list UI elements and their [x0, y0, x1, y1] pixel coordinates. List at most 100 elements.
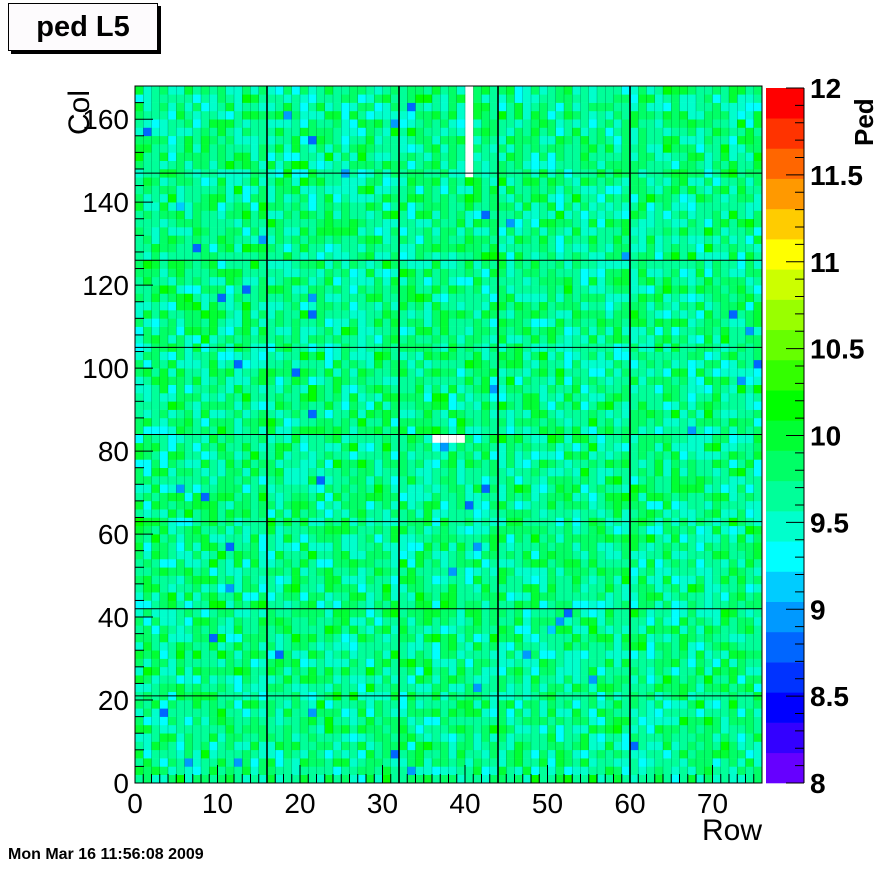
heatmap-cell — [209, 592, 218, 601]
heatmap-cell — [597, 475, 606, 485]
heatmap-cell — [275, 600, 284, 610]
heatmap-cell — [440, 409, 449, 419]
heatmap-cell — [432, 625, 441, 634]
heatmap-cell — [316, 558, 326, 568]
heatmap-cell — [522, 310, 532, 319]
heatmap-cell — [613, 592, 623, 601]
heatmap-cell — [390, 193, 400, 203]
heatmap-cell — [275, 384, 284, 394]
heatmap-cell — [275, 500, 284, 510]
heatmap-cell — [143, 700, 152, 709]
heatmap-cell — [498, 774, 507, 784]
heatmap-cell — [250, 276, 260, 286]
heatmap-cell — [275, 451, 284, 460]
heatmap-cell — [407, 525, 416, 535]
heatmap-cell — [613, 741, 623, 751]
heatmap-cell — [489, 484, 499, 493]
heatmap-cell — [168, 700, 177, 709]
heatmap-cell — [291, 442, 301, 452]
heatmap-cell — [192, 260, 202, 269]
heatmap-cell — [621, 558, 631, 568]
heatmap-cell — [341, 641, 350, 651]
heatmap-cell — [473, 417, 482, 427]
heatmap-cell — [357, 160, 367, 170]
heatmap-cell — [176, 243, 185, 253]
heatmap-cell — [308, 492, 317, 502]
heatmap-cell — [192, 368, 202, 377]
heatmap-cell — [168, 666, 177, 676]
heatmap-cell — [159, 650, 169, 659]
heatmap-cell — [498, 716, 507, 726]
heatmap-cell — [498, 451, 507, 460]
heatmap-cell — [159, 666, 169, 676]
heatmap-cell — [588, 235, 598, 244]
heatmap-cell — [357, 417, 367, 427]
heatmap-cell — [605, 144, 614, 153]
heatmap-cell — [242, 567, 251, 576]
heatmap-cell — [217, 534, 227, 543]
heatmap-cell — [481, 774, 491, 784]
heatmap-cell — [225, 509, 235, 518]
heatmap-cell — [217, 542, 227, 551]
heatmap-cell — [324, 177, 334, 186]
heatmap-cell — [374, 243, 383, 253]
heatmap-cell — [209, 193, 218, 203]
heatmap-cell — [275, 700, 284, 709]
heatmap-cell — [514, 426, 524, 435]
heatmap-cell — [242, 509, 251, 518]
heatmap-cell — [555, 185, 565, 195]
heatmap-cell — [258, 227, 268, 236]
heatmap-cell — [382, 550, 392, 560]
heatmap-cell — [275, 110, 284, 120]
heatmap-cell — [159, 658, 169, 668]
heatmap-cell — [192, 758, 202, 767]
heatmap-cell — [498, 417, 507, 427]
heatmap-cell — [390, 110, 400, 120]
heatmap-cell — [522, 376, 532, 386]
heatmap-cell — [316, 177, 326, 186]
heatmap-cell — [300, 434, 309, 444]
heatmap-cell — [176, 326, 185, 336]
heatmap-cell — [547, 500, 557, 510]
heatmap-cell — [316, 700, 326, 709]
heatmap-cell — [547, 774, 557, 784]
heatmap-cell — [143, 368, 152, 377]
heatmap-cell — [498, 700, 507, 709]
heatmap-cell — [366, 210, 375, 220]
heatmap-cell — [564, 600, 573, 610]
heatmap-cell — [291, 459, 301, 468]
heatmap-cell — [456, 86, 466, 95]
heatmap-cell — [605, 700, 614, 709]
heatmap-cell — [399, 608, 408, 618]
heatmap-cell — [151, 310, 161, 319]
heatmap-cell — [572, 368, 581, 377]
heatmap-cell — [621, 583, 631, 593]
heatmap-cell — [621, 733, 631, 742]
heatmap-cell — [597, 534, 606, 543]
heatmap-cell — [588, 268, 598, 278]
heatmap-cell — [135, 102, 144, 112]
heatmap-cell — [349, 492, 359, 502]
heatmap-cell — [514, 558, 524, 568]
heatmap-cell — [234, 94, 243, 103]
heatmap-cell — [151, 525, 161, 535]
heatmap-cell — [399, 384, 408, 394]
heatmap-cell — [192, 276, 202, 286]
heatmap-cell — [324, 459, 334, 468]
heatmap-cell — [605, 202, 614, 211]
heatmap-cell — [564, 301, 573, 311]
heatmap-cell — [547, 749, 557, 759]
heatmap-cell — [539, 359, 548, 369]
heatmap-cell — [135, 774, 144, 784]
heatmap-cell — [324, 227, 334, 236]
heatmap-cell — [374, 617, 383, 626]
heatmap-cell — [621, 384, 631, 394]
heatmap-cell — [217, 334, 227, 344]
heatmap-cell — [539, 235, 548, 244]
heatmap-cell — [407, 359, 416, 369]
heatmap-cell — [514, 127, 524, 137]
heatmap-cell — [415, 260, 425, 269]
heatmap-cell — [564, 426, 573, 435]
heatmap-cell — [283, 210, 293, 220]
